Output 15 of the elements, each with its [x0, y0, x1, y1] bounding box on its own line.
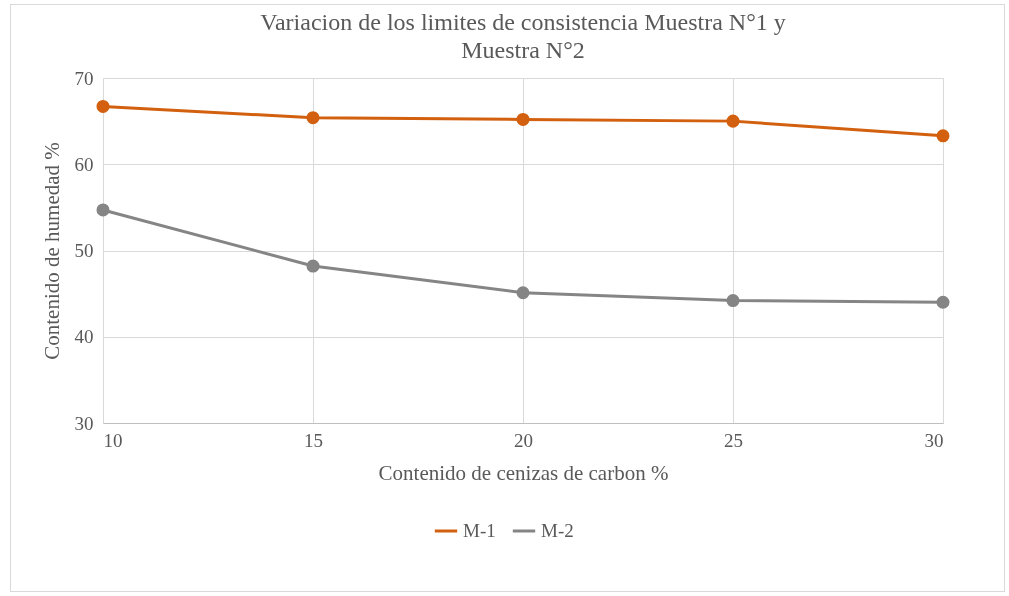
x-tick-label: 15	[304, 429, 323, 451]
legend-label: M-1	[463, 520, 496, 541]
y-tick-label: 60	[74, 153, 94, 175]
chart-title: Variacion de los limites de consistencia Muestra N°1 y Muestra N°2	[260, 9, 786, 63]
y-tick-label: 40	[74, 326, 94, 348]
y-tick-label: 30	[74, 412, 94, 434]
x-tick-label: 20	[514, 429, 533, 451]
x-axis-title: Contenido de cenizas de carbon %	[378, 460, 669, 485]
legend-label: M-2	[541, 520, 574, 541]
y-tick-label: 70	[74, 67, 94, 89]
x-tick-label: 25	[724, 429, 743, 451]
x-tick-label: 30	[924, 429, 944, 451]
y-tick-label: 50	[74, 240, 94, 261]
y-axis-title: Contenido de humedad %	[39, 142, 64, 360]
x-tick-label: 10	[103, 429, 123, 451]
